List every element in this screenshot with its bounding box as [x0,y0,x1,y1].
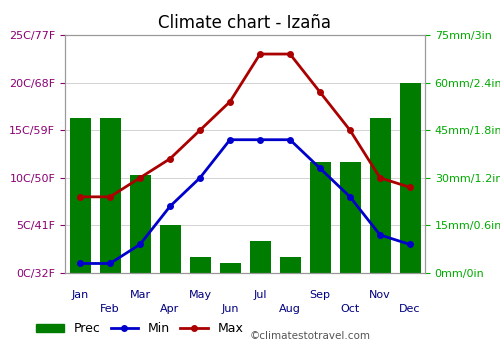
Text: Jun: Jun [221,303,239,314]
Text: Sep: Sep [310,290,330,300]
Text: Mar: Mar [130,290,150,300]
Bar [70,118,90,273]
Text: Feb: Feb [100,303,120,314]
Text: Oct: Oct [340,303,359,314]
Text: Jul: Jul [254,290,267,300]
Bar [160,225,180,273]
Legend: Prec, Min, Max: Prec, Min, Max [31,317,248,340]
Bar [280,257,300,273]
Text: May: May [188,290,212,300]
Bar [340,162,360,273]
Text: Nov: Nov [369,290,391,300]
Text: ©climatestotravel.com: ©climatestotravel.com [250,331,371,341]
Text: Jan: Jan [72,290,88,300]
Bar [250,241,270,273]
Title: Climate chart - Izaña: Climate chart - Izaña [158,14,332,32]
Bar [100,118,120,273]
Bar [130,175,150,273]
Bar [370,118,390,273]
Bar [190,257,210,273]
Bar [310,162,330,273]
Bar [220,264,240,273]
Text: Aug: Aug [279,303,301,314]
Bar [400,83,420,273]
Text: Apr: Apr [160,303,180,314]
Text: Dec: Dec [399,303,421,314]
